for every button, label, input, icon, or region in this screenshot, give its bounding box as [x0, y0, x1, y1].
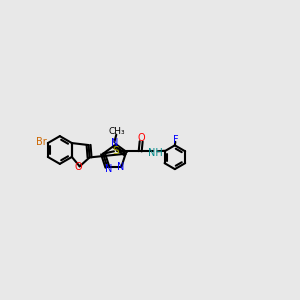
Text: Br: Br	[35, 137, 46, 147]
Text: N: N	[105, 164, 112, 173]
Text: N: N	[111, 138, 118, 148]
Text: F: F	[172, 135, 178, 146]
Text: N: N	[117, 162, 124, 172]
Text: NH: NH	[148, 148, 162, 158]
Text: O: O	[137, 134, 145, 143]
Text: CH₃: CH₃	[109, 127, 125, 136]
Text: O: O	[75, 162, 82, 172]
Text: S: S	[112, 146, 119, 156]
